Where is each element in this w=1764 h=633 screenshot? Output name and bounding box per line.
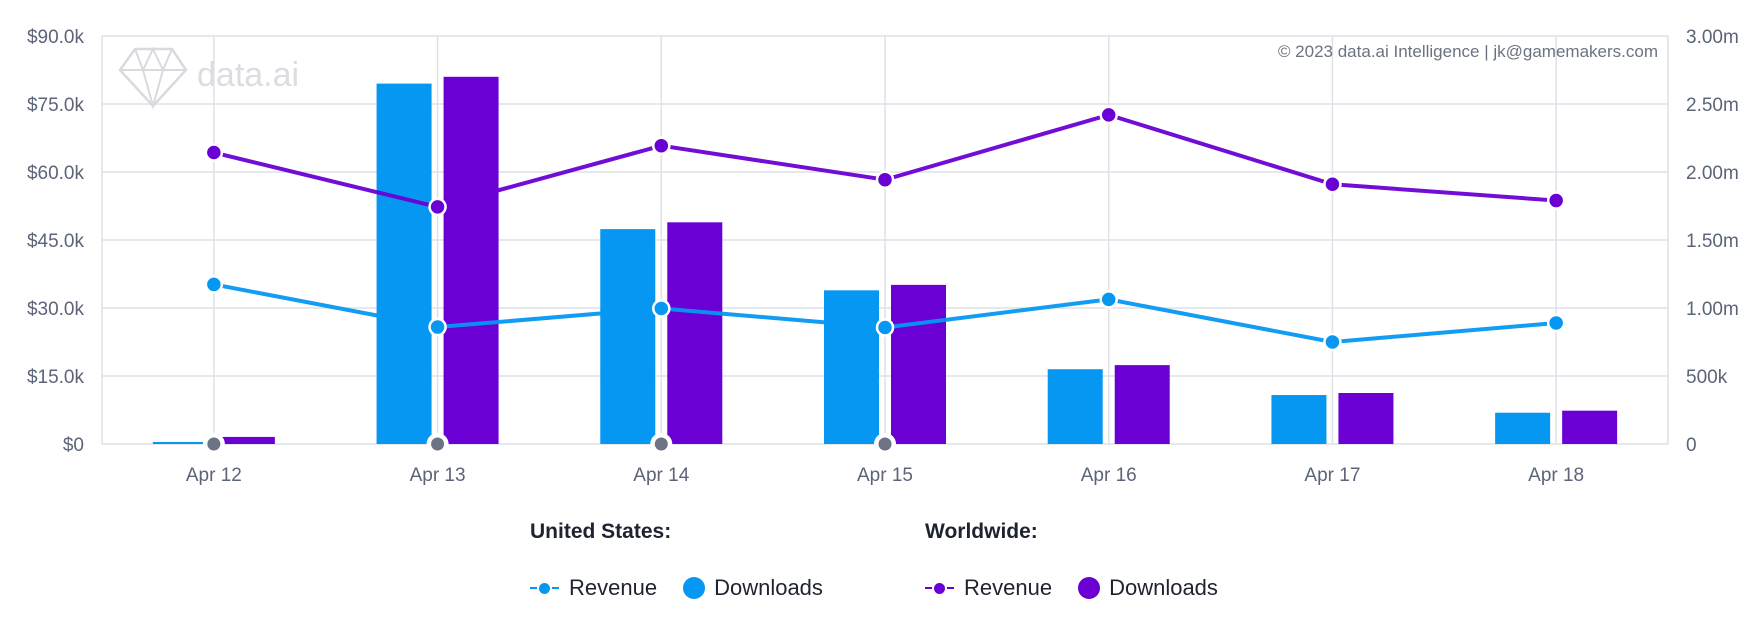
bar-ww-downloads: [891, 284, 946, 444]
bar-ww-downloads: [1338, 393, 1394, 444]
y-right-tick-label: 500k: [1686, 367, 1728, 388]
event-marker: [207, 437, 221, 451]
legend-us-revenue-label: Revenue: [569, 575, 658, 600]
ww-revenue-point: [204, 143, 224, 162]
bar-ww-downloads: [1562, 410, 1618, 444]
bar-us-downloads: [1495, 412, 1551, 444]
legend-ww-downloads[interactable]: Downloads: [1078, 575, 1218, 601]
ww-revenue-point: [1099, 105, 1118, 125]
y-right-tick-label: 1.00m: [1686, 299, 1739, 320]
legend-us-downloads[interactable]: Downloads: [683, 575, 823, 601]
legend-ww-revenue[interactable]: Revenue: [925, 575, 1052, 601]
x-tick-label: Apr 14: [633, 465, 689, 486]
event-marker: [654, 437, 668, 451]
legend-ww-revenue-label: Revenue: [964, 575, 1053, 600]
ww-revenue-point: [1546, 191, 1566, 210]
data-ai-logo-icon: [118, 46, 188, 110]
legend-us-revenue[interactable]: Revenue: [530, 575, 657, 601]
bar-us-downloads: [600, 229, 656, 444]
us-revenue-point: [1546, 313, 1566, 333]
us-revenue-point: [875, 318, 895, 337]
line-marker-icon: [925, 582, 954, 594]
bar-ww-downloads: [443, 76, 499, 445]
y-left-tick-label: $45.0k: [27, 231, 85, 252]
x-tick-label: Apr 18: [1528, 465, 1584, 486]
us-revenue-point: [652, 299, 671, 318]
us-revenue-point: [1323, 332, 1342, 352]
legend-ww-downloads-label: Downloads: [1109, 575, 1218, 600]
legend-us: Revenue Downloads: [530, 575, 849, 601]
ww-revenue-point: [652, 136, 671, 155]
legend-ww-title: Worldwide:: [925, 520, 1038, 543]
event-marker: [431, 437, 445, 451]
bar-us-downloads: [1271, 395, 1327, 444]
us-revenue-point: [204, 275, 224, 294]
x-tick-label: Apr 12: [186, 465, 242, 486]
copyright-text: © 2023 data.ai Intelligence | jk@gamemak…: [1278, 42, 1658, 61]
y-right-tick-label: 1.50m: [1686, 231, 1739, 252]
y-right-tick-label: 3.00m: [1686, 27, 1739, 48]
y-left-tick-label: $75.0k: [27, 95, 85, 116]
bar-ww-downloads: [1114, 365, 1170, 444]
legend-ww: Revenue Downloads: [925, 575, 1244, 601]
y-right-tick-label: 2.50m: [1686, 95, 1739, 116]
y-left-tick-label: $15.0k: [27, 367, 85, 388]
y-left-tick-label: $90.0k: [27, 27, 85, 48]
us-revenue-point: [1099, 290, 1118, 309]
bar-us-downloads: [376, 83, 432, 444]
bar-us-downloads: [1047, 369, 1103, 444]
circle-icon: [1078, 577, 1101, 599]
bar-us-downloads: [824, 290, 879, 444]
legend-us-title: United States:: [530, 520, 672, 543]
ww-revenue-point: [1323, 174, 1342, 194]
y-right-tick-label: 0: [1686, 435, 1697, 456]
x-tick-label: Apr 17: [1304, 465, 1360, 486]
bar-ww-downloads: [667, 222, 723, 444]
y-left-tick-label: $30.0k: [27, 299, 85, 320]
y-left-tick-label: $0: [63, 435, 84, 456]
bar-ww-downloads: [219, 436, 275, 444]
watermark-text: data.ai: [197, 56, 299, 94]
line-marker-icon: [530, 582, 559, 594]
x-tick-label: Apr 13: [410, 465, 466, 486]
y-right-tick-label: 2.00m: [1686, 163, 1739, 184]
us-revenue-point: [428, 317, 447, 337]
legend-us-downloads-label: Downloads: [714, 575, 823, 600]
ww-revenue-point: [428, 197, 447, 217]
x-tick-label: Apr 16: [1081, 465, 1137, 486]
ww-revenue-point: [875, 170, 895, 189]
x-tick-label: Apr 15: [857, 465, 913, 486]
bar-us-downloads: [152, 441, 208, 444]
y-left-tick-label: $60.0k: [27, 163, 85, 184]
event-marker: [878, 437, 892, 451]
circle-icon: [683, 577, 706, 599]
